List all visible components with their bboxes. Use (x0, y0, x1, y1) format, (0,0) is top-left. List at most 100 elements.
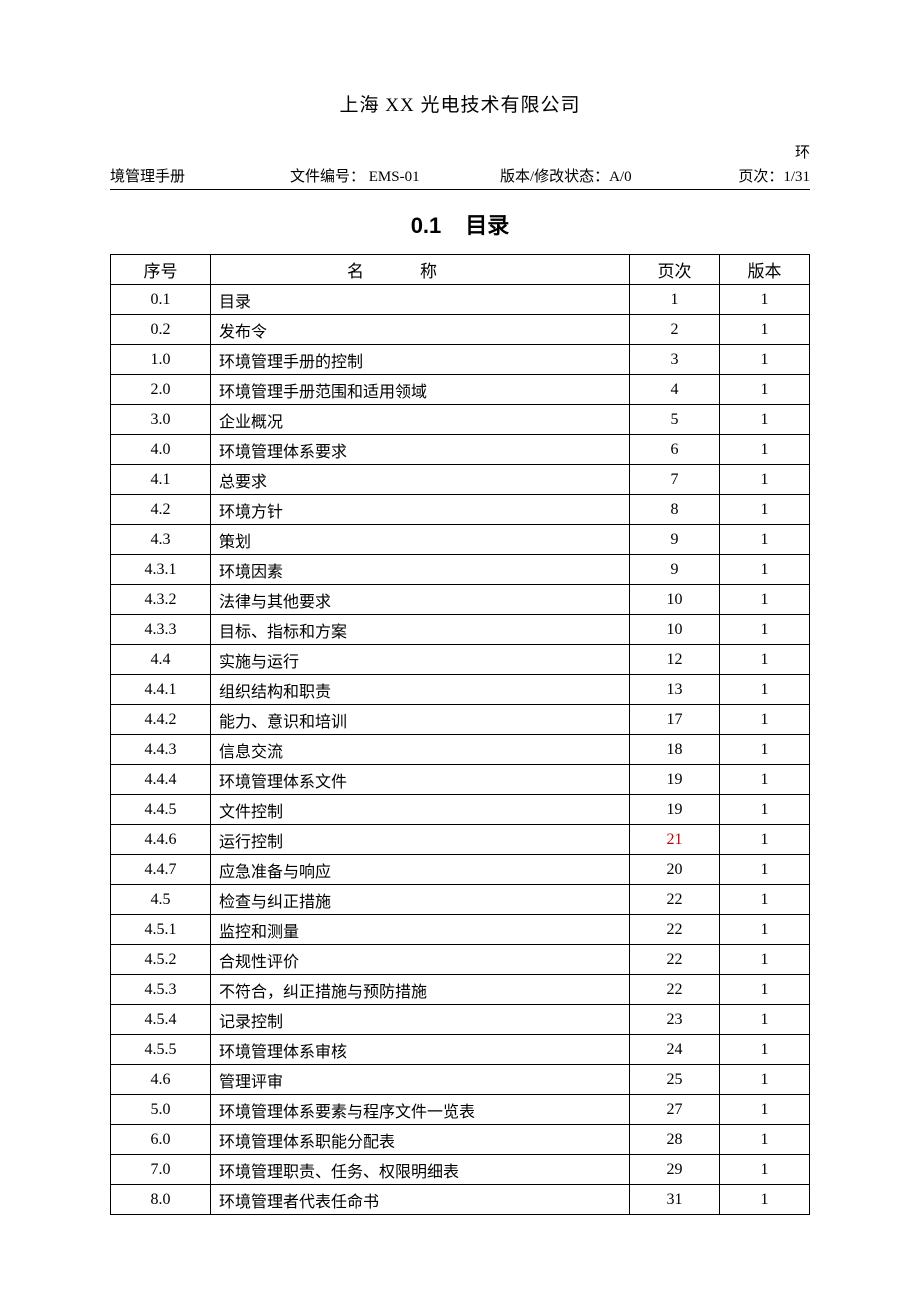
toc-cell-page: 5 (630, 405, 720, 435)
toc-cell-ver: 1 (720, 525, 810, 555)
toc-row: 4.4.2能力、意识和培训171 (111, 705, 810, 735)
toc-cell-name: 总要求 (211, 465, 630, 495)
toc-cell-name: 环境管理体系职能分配表 (211, 1125, 630, 1155)
toc-row: 4.2环境方针81 (111, 495, 810, 525)
toc-cell-seq: 4.3.3 (111, 615, 211, 645)
toc-cell-seq: 4.0 (111, 435, 211, 465)
toc-cell-page: 9 (630, 555, 720, 585)
toc-cell-ver: 1 (720, 1035, 810, 1065)
toc-row: 4.5.3不符合，纠正措施与预防措施221 (111, 975, 810, 1005)
toc-cell-ver: 1 (720, 765, 810, 795)
toc-cell-name: 发布令 (211, 315, 630, 345)
toc-row: 4.4.4环境管理体系文件191 (111, 765, 810, 795)
toc-cell-seq: 0.1 (111, 285, 211, 315)
toc-cell-page: 28 (630, 1125, 720, 1155)
toc-cell-seq: 5.0 (111, 1095, 211, 1125)
header-doc: 文件编号： EMS-01 (290, 165, 500, 186)
toc-cell-ver: 1 (720, 315, 810, 345)
header-version-val: A/0 (609, 169, 632, 185)
toc-cell-ver: 1 (720, 345, 810, 375)
col-header-name: 名称 (211, 255, 630, 285)
header-float-char: 环 (795, 141, 810, 162)
toc-cell-name: 目录 (211, 285, 630, 315)
toc-cell-name: 环境因素 (211, 555, 630, 585)
toc-cell-ver: 1 (720, 1095, 810, 1125)
toc-cell-seq: 6.0 (111, 1125, 211, 1155)
toc-cell-seq: 4.5.2 (111, 945, 211, 975)
toc-cell-ver: 1 (720, 915, 810, 945)
toc-cell-ver: 1 (720, 285, 810, 315)
toc-cell-page: 7 (630, 465, 720, 495)
col-header-seq: 序号 (111, 255, 211, 285)
toc-cell-ver: 1 (720, 645, 810, 675)
toc-cell-seq: 4.5.1 (111, 915, 211, 945)
toc-cell-ver: 1 (720, 465, 810, 495)
toc-cell-page: 21 (630, 825, 720, 855)
toc-cell-ver: 1 (720, 1155, 810, 1185)
toc-cell-ver: 1 (720, 945, 810, 975)
toc-cell-page: 31 (630, 1185, 720, 1215)
toc-cell-page: 22 (630, 915, 720, 945)
toc-cell-name: 法律与其他要求 (211, 585, 630, 615)
toc-cell-seq: 4.3.2 (111, 585, 211, 615)
toc-cell-seq: 4.5.4 (111, 1005, 211, 1035)
toc-cell-page: 19 (630, 765, 720, 795)
toc-cell-page: 22 (630, 945, 720, 975)
toc-row: 4.3.2法律与其他要求101 (111, 585, 810, 615)
toc-table: 序号 名称 页次 版本 0.1目录110.2发布令211.0环境管理手册的控制3… (110, 254, 810, 1215)
toc-cell-name: 环境管理体系要求 (211, 435, 630, 465)
toc-row: 4.3策划91 (111, 525, 810, 555)
toc-row: 5.0环境管理体系要素与程序文件一览表271 (111, 1095, 810, 1125)
toc-cell-seq: 4.5.3 (111, 975, 211, 1005)
toc-cell-seq: 4.4.2 (111, 705, 211, 735)
toc-cell-page: 17 (630, 705, 720, 735)
toc-cell-name: 管理评审 (211, 1065, 630, 1095)
toc-cell-name: 环境管理体系要素与程序文件一览表 (211, 1095, 630, 1125)
toc-row: 4.4.6运行控制211 (111, 825, 810, 855)
toc-row: 4.4.5文件控制191 (111, 795, 810, 825)
toc-header-row: 序号 名称 页次 版本 (111, 255, 810, 285)
toc-cell-page: 8 (630, 495, 720, 525)
toc-cell-page: 10 (630, 585, 720, 615)
toc-cell-page: 12 (630, 645, 720, 675)
toc-cell-name: 监控和测量 (211, 915, 630, 945)
header-page-label: 页次： (738, 169, 783, 185)
toc-cell-ver: 1 (720, 495, 810, 525)
toc-cell-name: 记录控制 (211, 1005, 630, 1035)
toc-cell-seq: 4.4.6 (111, 825, 211, 855)
toc-cell-name: 合规性评价 (211, 945, 630, 975)
header-page: 页次：1/31 (710, 165, 810, 186)
toc-cell-page: 27 (630, 1095, 720, 1125)
toc-row: 4.5.1监控和测量221 (111, 915, 810, 945)
toc-cell-name: 环境管理者代表任命书 (211, 1185, 630, 1215)
toc-cell-seq: 4.2 (111, 495, 211, 525)
toc-cell-seq: 4.4 (111, 645, 211, 675)
toc-cell-name: 文件控制 (211, 795, 630, 825)
toc-cell-ver: 1 (720, 1125, 810, 1155)
toc-row: 4.5.5环境管理体系审核241 (111, 1035, 810, 1065)
toc-cell-name: 检查与纠正措施 (211, 885, 630, 915)
toc-cell-name: 目标、指标和方案 (211, 615, 630, 645)
toc-cell-seq: 4.5 (111, 885, 211, 915)
toc-cell-name: 环境管理手册的控制 (211, 345, 630, 375)
toc-cell-page: 2 (630, 315, 720, 345)
toc-title-text: 目录 (465, 213, 509, 238)
toc-cell-page: 13 (630, 675, 720, 705)
toc-cell-seq: 4.4.5 (111, 795, 211, 825)
toc-cell-seq: 4.6 (111, 1065, 211, 1095)
header-doc-no: EMS-01 (365, 169, 420, 185)
toc-cell-name: 环境管理手册范围和适用领域 (211, 375, 630, 405)
toc-row: 4.1总要求71 (111, 465, 810, 495)
header-version: 版本/修改状态：A/0 (500, 165, 710, 186)
toc-cell-page: 22 (630, 885, 720, 915)
toc-row: 0.2发布令21 (111, 315, 810, 345)
toc-row: 0.1目录11 (111, 285, 810, 315)
toc-row: 6.0环境管理体系职能分配表281 (111, 1125, 810, 1155)
toc-row: 4.4实施与运行121 (111, 645, 810, 675)
toc-cell-ver: 1 (720, 735, 810, 765)
toc-cell-name: 能力、意识和培训 (211, 705, 630, 735)
col-header-page: 页次 (630, 255, 720, 285)
toc-cell-name: 组织结构和职责 (211, 675, 630, 705)
toc-cell-name: 环境管理职责、任务、权限明细表 (211, 1155, 630, 1185)
toc-cell-ver: 1 (720, 435, 810, 465)
